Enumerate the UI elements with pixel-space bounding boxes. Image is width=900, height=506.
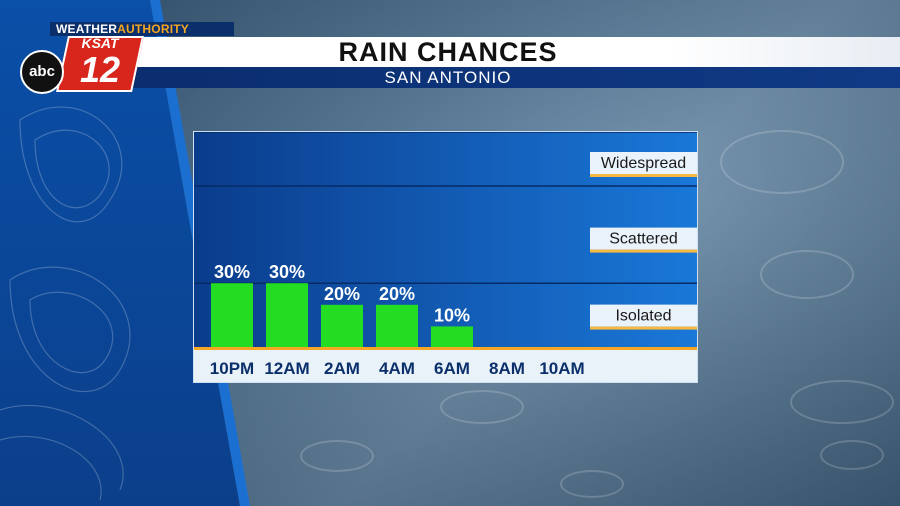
raindrop-ripple [560,470,624,498]
raindrop-ripple [820,440,884,470]
band-label-box [590,227,697,250]
bar [376,304,418,347]
band-label-box [590,304,697,327]
contour-lines [0,106,131,500]
data-label: 20% [379,284,415,304]
network-logo: abc [20,50,64,94]
band-label: Widespread [601,155,686,172]
x-tick-label: 8AM [489,359,525,378]
station-logo: KSAT 12 [62,34,138,90]
station-logo-number: 12 [79,49,121,90]
band-label: Isolated [615,308,671,325]
band-label-underline [590,249,697,253]
raindrop-ripple [720,130,844,194]
x-tick-label: 12AM [264,359,309,378]
brand-bar: WEATHERAUTHORITY [50,22,234,36]
raindrop-ripple [440,390,524,424]
brand-suffix: AUTHORITY [117,22,189,36]
data-label: 30% [214,262,250,282]
band-label: Scattered [609,231,677,248]
x-tick-label: 4AM [379,359,415,378]
chart-baseline [194,347,697,350]
raindrop-ripple [790,380,894,424]
raindrop-ripple [300,440,374,472]
data-label: 10% [434,305,470,325]
band-label-underline [590,174,697,177]
chart-panel: Isolated Scattered Widespread 30% 10PM 30% 12A… [193,131,698,383]
data-label: 20% [324,284,360,304]
x-tick-label: 10PM [210,359,254,378]
chart-subtitle: SAN ANTONIO [384,68,512,87]
band-label-box [590,152,697,174]
raindrop-ripple [760,250,854,299]
x-tick-label: 6AM [434,359,470,378]
bar [211,283,253,347]
bar [266,283,308,347]
x-tick-label: 2AM [324,359,360,378]
brand-prefix: WEATHER [56,22,118,36]
data-label: 30% [269,262,305,282]
station-logo-name: KSAT [81,35,119,51]
x-tick-label: 10AM [539,359,584,378]
chart-title: RAIN CHANCES [338,37,558,67]
subtitle-band [120,67,900,88]
rain-chance-chart: Isolated Scattered Widespread 30% 10PM 30% 12A… [194,132,697,378]
bar [431,326,473,347]
band-label-underline [590,326,697,330]
title-band [120,37,900,67]
bar [321,304,363,347]
